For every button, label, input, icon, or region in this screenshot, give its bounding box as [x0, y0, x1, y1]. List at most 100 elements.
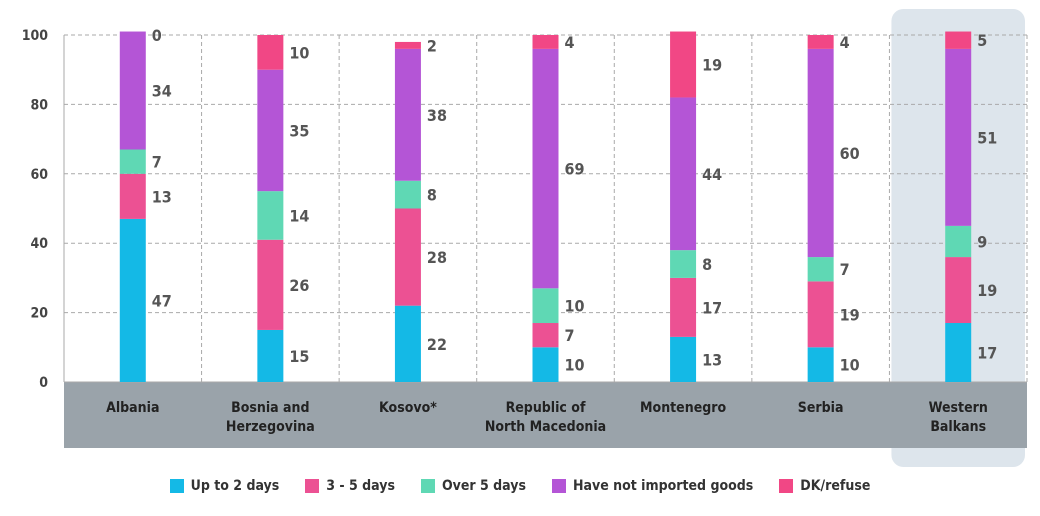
bar-segment — [807, 347, 834, 382]
legend: Up to 2 days 3 - 5 days Over 5 days Have no… — [0, 478, 1040, 494]
bar-segment — [945, 323, 972, 382]
bar-segment — [119, 149, 146, 174]
data-label: 13 — [152, 187, 172, 206]
bar-segment — [394, 305, 421, 382]
data-label: 7 — [840, 260, 850, 279]
legend-item: DK/refuse — [779, 478, 870, 494]
data-label: 38 — [427, 106, 447, 125]
bar-segment — [119, 218, 146, 382]
bar-segment — [394, 41, 421, 49]
bar-segment — [394, 48, 421, 181]
category-label: Herzegovina — [226, 419, 315, 435]
bar-segment — [945, 257, 972, 324]
data-label: 47 — [152, 291, 172, 310]
data-label: 19 — [977, 281, 997, 300]
data-label: 35 — [289, 121, 309, 140]
bar-segment — [945, 31, 972, 49]
bar-segment — [257, 191, 284, 240]
bar-segment — [257, 329, 284, 382]
data-label: 69 — [565, 160, 585, 179]
legend-swatch — [779, 479, 794, 493]
bar-segment — [670, 250, 697, 278]
bar-segment — [670, 97, 697, 251]
bar-segment — [945, 48, 972, 226]
category-label: Republic of — [506, 400, 586, 416]
category-label: Balkans — [930, 419, 986, 435]
bar-segment — [670, 277, 697, 337]
y-tick-label: 100 — [22, 28, 49, 44]
data-label: 7 — [152, 153, 162, 172]
data-label: 8 — [702, 255, 712, 274]
data-label: 22 — [427, 335, 447, 354]
legend-item: Over 5 days — [420, 478, 526, 494]
y-tick-label: 40 — [30, 236, 48, 252]
data-label: 7 — [565, 326, 575, 345]
data-label: 10 — [565, 356, 585, 375]
legend-swatch — [551, 479, 566, 493]
bar-segment — [257, 239, 284, 330]
category-label: Serbia — [798, 400, 844, 416]
data-label: 13 — [702, 350, 722, 369]
legend-item: Up to 2 days — [169, 478, 279, 494]
bar-segment — [807, 281, 834, 348]
data-label: 19 — [702, 55, 722, 74]
label-layer: 02040608010047137340Albania1526143510Bos… — [22, 26, 998, 435]
data-label: 10 — [289, 43, 309, 62]
bar-segment — [119, 173, 146, 219]
bar-segment — [532, 35, 559, 49]
bar-segment — [532, 48, 559, 289]
data-label: 4 — [840, 33, 850, 52]
legend-label: DK/refuse — [800, 478, 871, 494]
data-label: 44 — [702, 165, 722, 184]
data-label: 60 — [840, 144, 860, 163]
data-label: 2 — [427, 36, 437, 55]
category-label: Albania — [106, 400, 159, 416]
legend-swatch — [420, 479, 435, 493]
data-label: 19 — [840, 305, 860, 324]
bar-segment — [945, 225, 972, 258]
data-label: 10 — [565, 297, 585, 316]
data-label: 26 — [289, 276, 309, 295]
bar-segment — [394, 180, 421, 209]
legend-item: Have not imported goods — [551, 478, 754, 494]
bar-layer — [119, 31, 972, 382]
category-label: Bosnia and — [231, 400, 309, 416]
y-tick-label: 20 — [30, 306, 48, 322]
legend-item: 3 - 5 days — [305, 478, 395, 494]
legend-label: 3 - 5 days — [326, 478, 395, 494]
legend-label: Over 5 days — [441, 478, 526, 494]
legend-swatch — [305, 479, 320, 493]
legend-label: Have not imported goods — [572, 478, 754, 494]
data-label: 17 — [977, 344, 997, 363]
data-label: 51 — [977, 128, 997, 147]
data-label: 17 — [702, 298, 722, 317]
bar-segment — [532, 288, 559, 324]
y-tick-label: 60 — [30, 167, 48, 183]
data-label: 8 — [427, 186, 437, 205]
legend-swatch — [169, 479, 184, 493]
bar-segment — [532, 347, 559, 382]
category-label: Montenegro — [640, 400, 726, 416]
bar-segment — [807, 35, 834, 49]
category-label: North Macedonia — [485, 419, 606, 435]
data-label: 34 — [152, 82, 172, 101]
bar-segment — [670, 31, 697, 98]
bar-segment — [532, 323, 559, 348]
category-band — [64, 382, 1027, 448]
category-label: Western — [929, 400, 988, 416]
data-label: 15 — [289, 347, 309, 366]
bar-segment — [807, 257, 834, 282]
bar-segment — [394, 208, 421, 306]
category-band-layer — [64, 382, 1027, 448]
data-label: 4 — [565, 33, 575, 52]
stacked-bar-chart: 02040608010047137340Albania1526143510Bos… — [22, 9, 1028, 467]
data-label: 10 — [840, 356, 860, 375]
category-label: Kosovo* — [379, 400, 437, 416]
bar-segment — [807, 48, 834, 258]
bar-segment — [257, 35, 284, 70]
bar-segment — [257, 69, 284, 192]
data-label: 0 — [152, 26, 162, 45]
data-label: 14 — [289, 206, 309, 225]
data-label: 5 — [977, 31, 987, 50]
y-tick-label: 0 — [39, 375, 48, 391]
